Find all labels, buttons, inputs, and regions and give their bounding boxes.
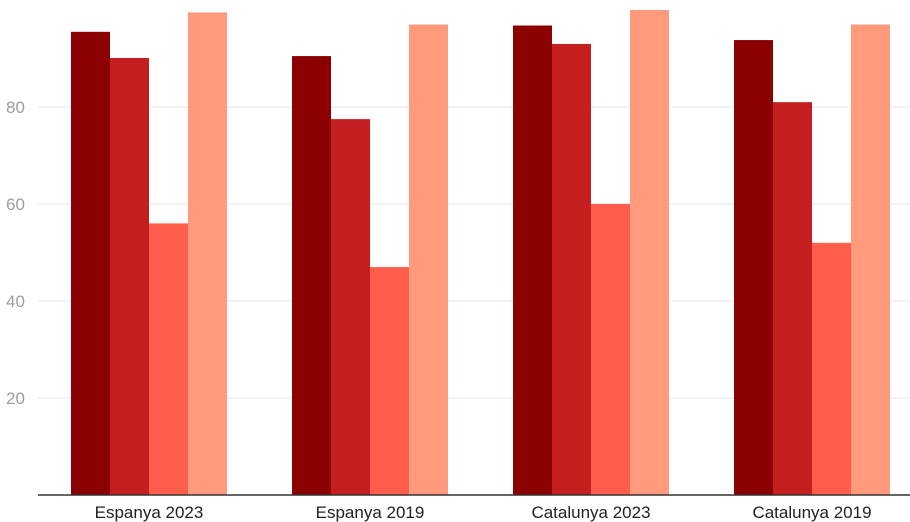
x-category-label: Espanya 2019 (316, 503, 425, 522)
y-tick-label: 20 (6, 389, 25, 408)
y-tick-label: 60 (6, 195, 25, 214)
bar-2-1 (110, 58, 149, 495)
x-category-label: Catalunya 2019 (752, 503, 871, 522)
bar-3-1 (149, 223, 188, 495)
x-category-label: Catalunya 2023 (531, 503, 650, 522)
bar-1-4 (734, 40, 773, 495)
y-tick-label: 80 (6, 98, 25, 117)
bar-3-3 (591, 204, 630, 495)
bars (71, 10, 890, 496)
bar-1-2 (292, 56, 331, 495)
bar-4-3 (630, 10, 669, 495)
bar-4-4 (851, 24, 890, 496)
bar-1-3 (513, 25, 552, 496)
bar-3-2 (370, 267, 409, 495)
bar-4-1 (188, 12, 227, 496)
y-tick-label: 40 (6, 292, 25, 311)
bar-3-4 (812, 242, 851, 495)
x-category-label: Espanya 2023 (95, 503, 204, 522)
bar-4-2 (409, 24, 448, 496)
bar-1-1 (71, 31, 110, 495)
x-axis-category-labels: Espanya 2023 Espanya 2019 Catalunya 2023 Ca… (95, 503, 872, 522)
bar-2-2 (331, 119, 370, 495)
bar-2-4 (773, 102, 812, 496)
y-axis-tick-labels: 20 40 60 80 (6, 98, 25, 408)
bar-2-3 (552, 43, 591, 495)
